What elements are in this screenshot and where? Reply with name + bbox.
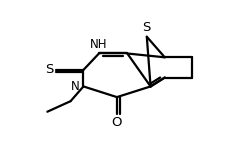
- Text: S: S: [45, 63, 53, 76]
- Text: O: O: [112, 117, 122, 130]
- Text: NH: NH: [90, 38, 108, 51]
- Text: S: S: [142, 21, 151, 34]
- Text: N: N: [71, 80, 80, 93]
